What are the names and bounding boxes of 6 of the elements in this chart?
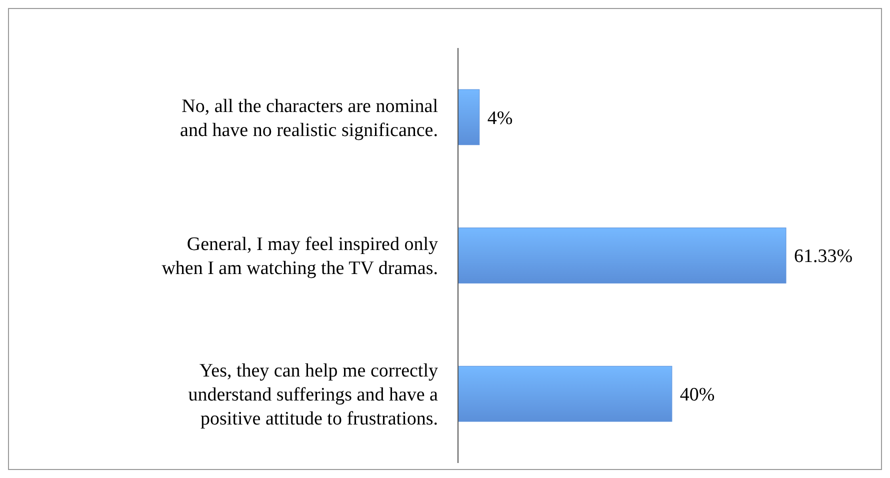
y-tick-label: No, all the characters are nominal and have no realistic significance. [180, 96, 438, 141]
data-label: 40% [680, 384, 715, 406]
y-tick-label: General, I may feel inspired only when I am watching the TV dramas. [162, 234, 438, 280]
y-tick-label: Yes, they can help me correctly understand sufferings and have a positive attitude to frustrations. [188, 360, 439, 430]
data-label: 4% [487, 108, 513, 129]
data-label: 61.33% [794, 246, 853, 268]
